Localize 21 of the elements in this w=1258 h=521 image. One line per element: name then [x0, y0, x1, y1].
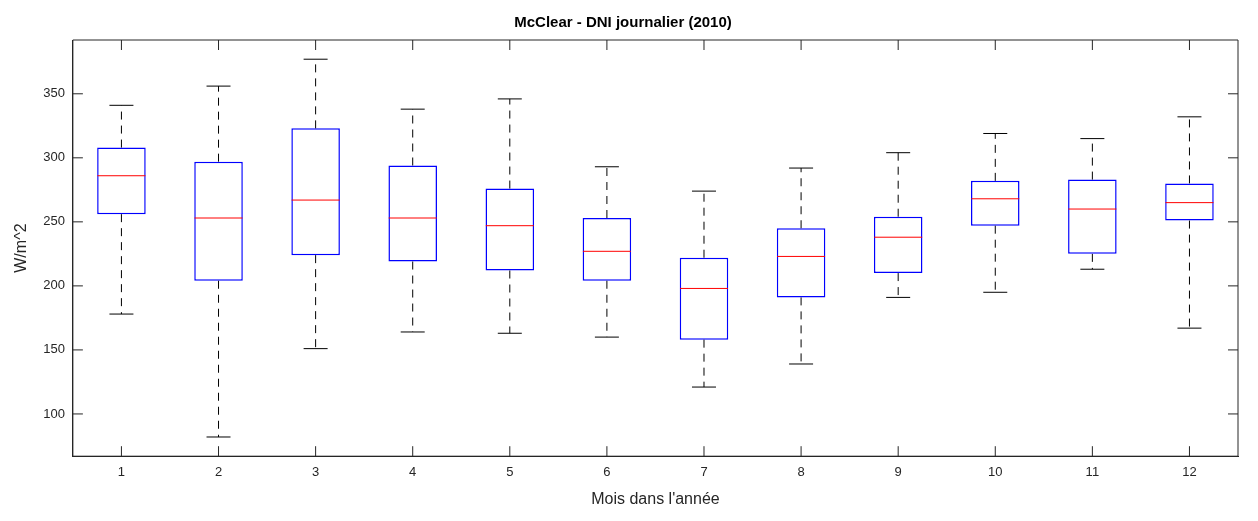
x-tick-label: 7: [700, 463, 708, 479]
x-tick-label: 2: [214, 463, 223, 479]
y-tick-label: 150: [43, 341, 65, 357]
y-tick-label: 350: [43, 85, 65, 101]
chart-title: McClear - DNI journalier (2010): [514, 13, 732, 31]
x-tick-label: 8: [797, 463, 805, 479]
x-tick-label: 6: [603, 463, 611, 479]
y-tick-label: 300: [43, 149, 65, 165]
x-tick-label: 9: [894, 463, 902, 479]
y-axis-title: W/m^2: [12, 223, 30, 273]
y-tick-label: 200: [43, 277, 65, 293]
x-tick-label: 10: [988, 463, 1003, 479]
x-tick-label: 3: [312, 463, 320, 479]
x-tick-label: 12: [1182, 463, 1197, 479]
y-tick-label: 250: [43, 213, 65, 229]
x-tick-label: 4: [409, 463, 417, 479]
x-tick-label: 1: [117, 463, 126, 479]
y-tick-label: 100: [43, 405, 65, 421]
x-axis-title: Mois dans l'année: [591, 489, 720, 507]
x-tick-label: 11: [1085, 463, 1100, 479]
x-tick-label: 5: [506, 463, 514, 479]
